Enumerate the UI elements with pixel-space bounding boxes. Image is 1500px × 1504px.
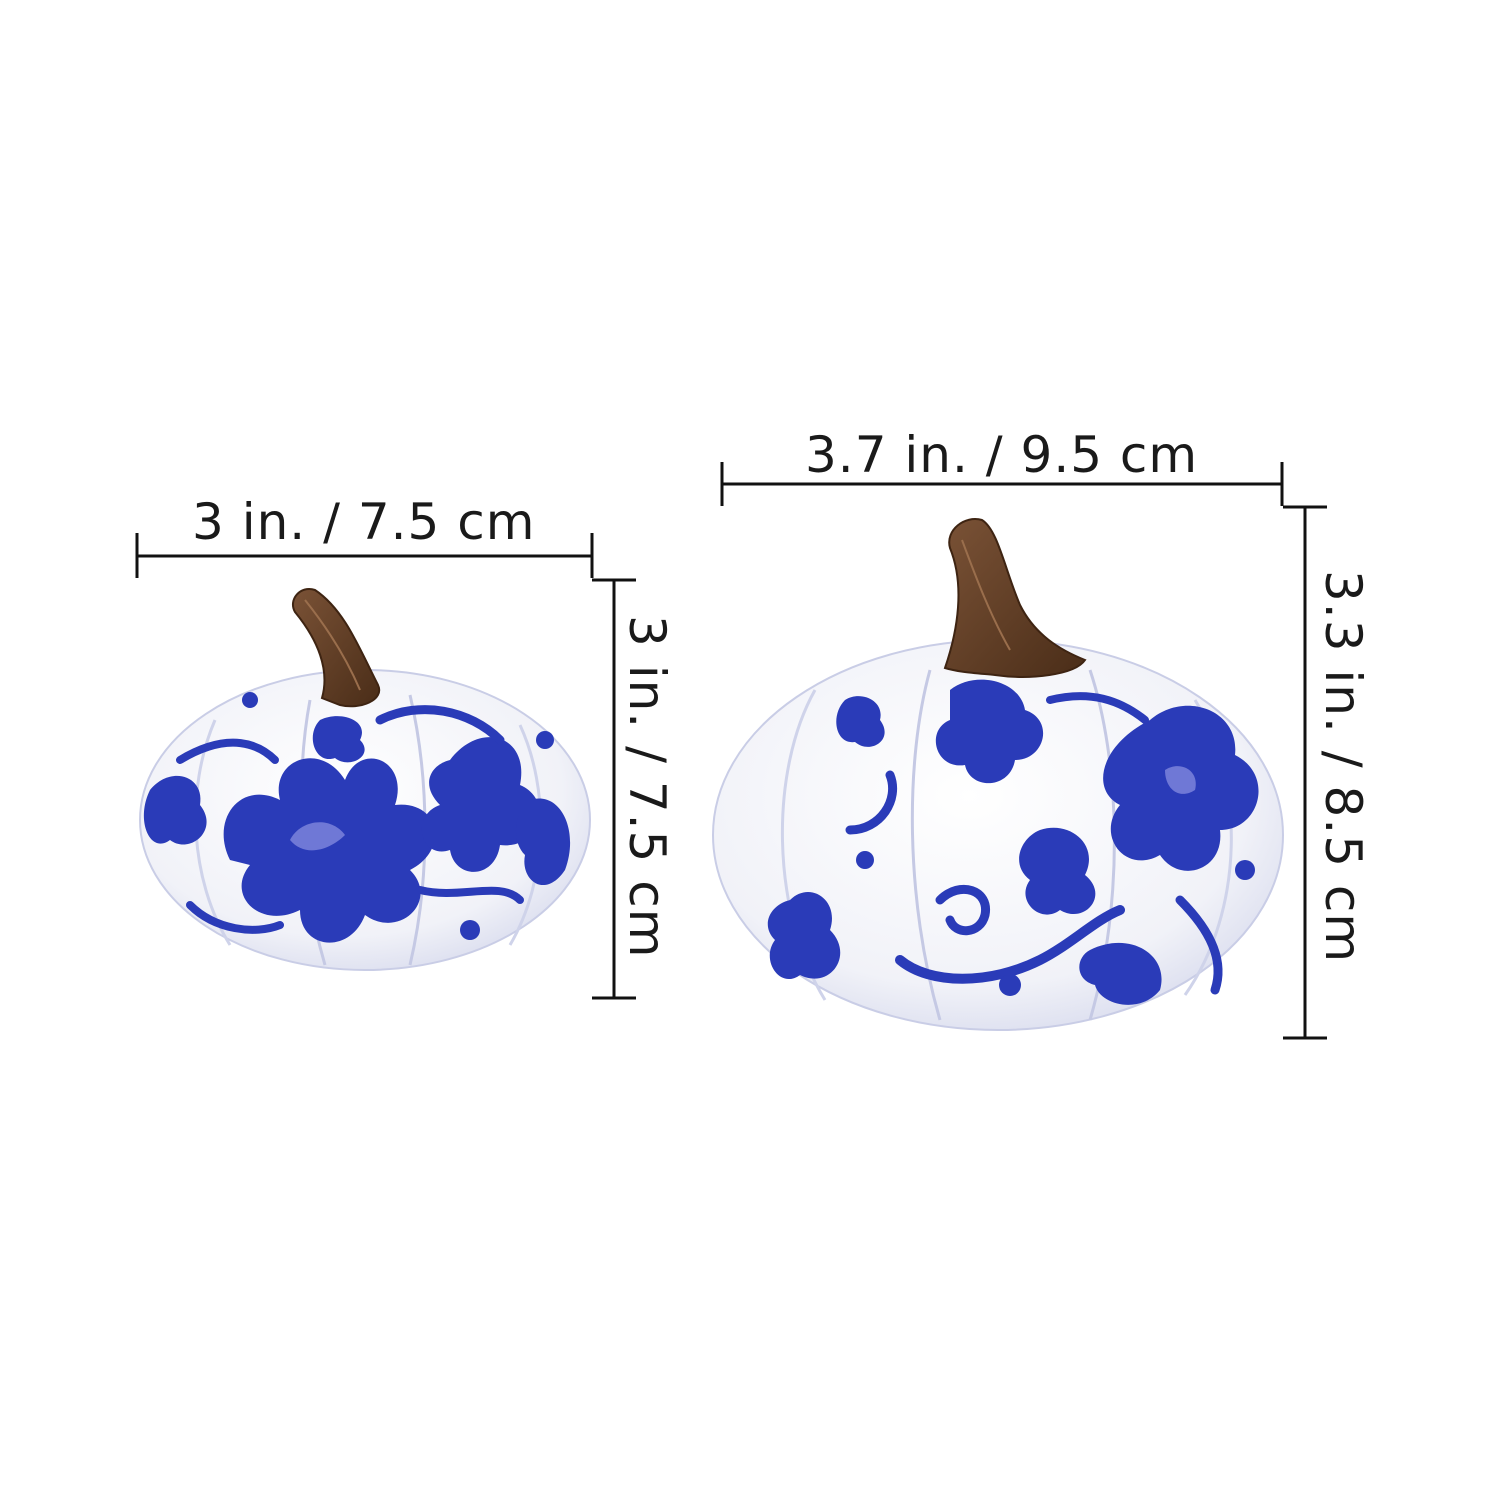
small-pumpkin-blue-pattern <box>143 692 571 943</box>
large-pumpkin <box>712 518 1284 1031</box>
large-width-dimension-line <box>720 462 1284 506</box>
small-pumpkin-stem <box>292 588 381 708</box>
small-height-dimension-line <box>592 578 636 1000</box>
small-width-dimension-line <box>135 533 594 578</box>
small-pumpkin-height-label: 3 in. / 7.5 cm <box>618 615 676 959</box>
small-pumpkin-width-label: 3 in. / 7.5 cm <box>192 493 536 551</box>
small-pumpkin <box>139 588 591 971</box>
large-pumpkin-blue-pattern <box>767 679 1259 1005</box>
large-pumpkin-height-label: 3.3 in. / 8.5 cm <box>1314 570 1372 964</box>
large-pumpkin-width-label: 3.7 in. / 9.5 cm <box>805 426 1199 484</box>
large-height-dimension-line <box>1283 505 1327 1040</box>
large-pumpkin-stem <box>943 518 1087 678</box>
